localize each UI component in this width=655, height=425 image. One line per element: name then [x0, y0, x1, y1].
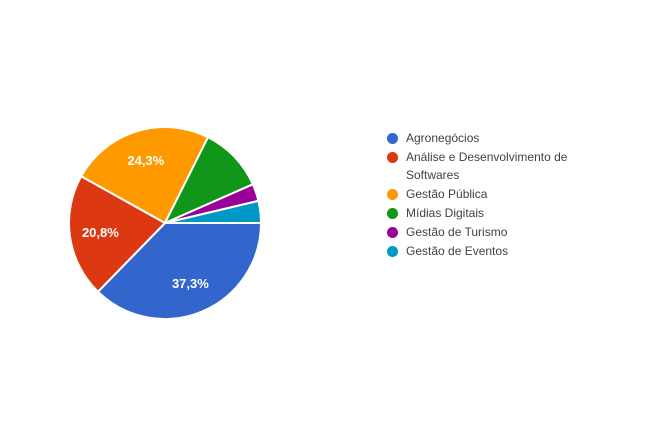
pie-slice-percentage-label: 37,3% — [172, 276, 209, 291]
pie-slice-percentage-label: 24,3% — [127, 153, 164, 168]
legend-item: Agronegócios — [387, 129, 581, 147]
legend-color-swatch-icon — [387, 226, 398, 238]
legend-item: Gestão de Turismo — [387, 223, 581, 241]
pie-slice-1[interactable] — [96, 222, 262, 320]
legend-label: Gestão de Turismo — [406, 225, 508, 239]
legend-label: Análise e Desenvolvimento de Softwares — [406, 150, 568, 182]
legend-item: Análise e Desenvolvimento de Softwares — [387, 148, 581, 184]
pie-slice-6[interactable] — [164, 199, 263, 224]
chart-legend: Agronegócios Análise e Desenvolvimento d… — [387, 129, 581, 261]
legend-label: Gestão de Eventos — [406, 244, 509, 258]
pie-slice-percentage-label: 20,8% — [82, 225, 119, 240]
legend-color-swatch-icon — [387, 132, 398, 144]
legend-color-swatch-icon — [387, 188, 398, 200]
legend-label: Mídias Digitais — [406, 206, 485, 220]
legend-color-swatch-icon — [387, 245, 398, 257]
legend-label: Gestão Pública — [406, 187, 488, 201]
legend-item: Gestão de Eventos — [387, 242, 581, 260]
legend-label: Agronegócios — [406, 131, 480, 145]
legend-item: Mídias Digitais — [387, 204, 581, 222]
legend-item: Gestão Pública — [387, 185, 581, 203]
legend-color-swatch-icon — [387, 207, 398, 219]
legend-color-swatch-icon — [387, 151, 398, 163]
pie-slice-2[interactable] — [68, 175, 166, 293]
pie-slice-4[interactable] — [164, 136, 254, 224]
